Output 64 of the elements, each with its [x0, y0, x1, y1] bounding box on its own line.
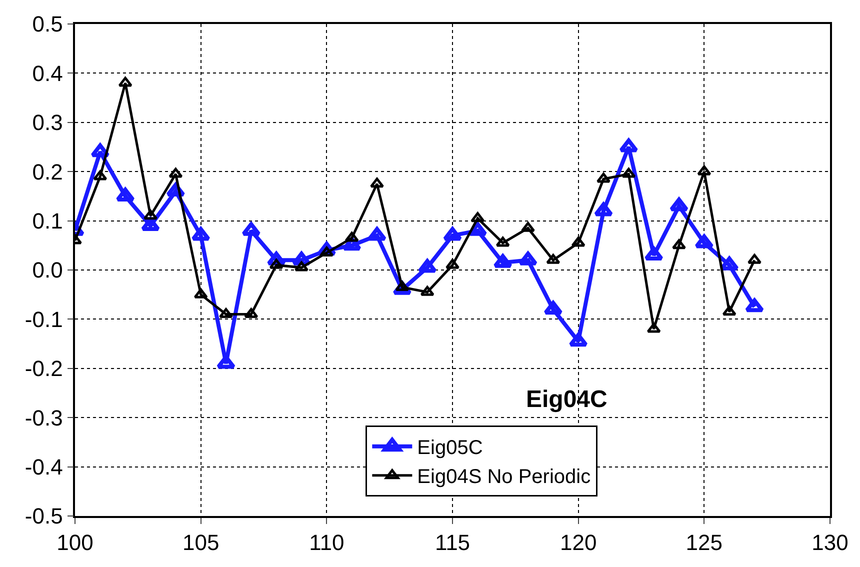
- point: [672, 239, 686, 250]
- point: [442, 227, 462, 241]
- x-tick-label: 125: [686, 530, 723, 556]
- x-tick-label: 120: [560, 530, 597, 556]
- point: [194, 288, 208, 298]
- point: [445, 258, 460, 269]
- point: [493, 254, 512, 268]
- y-tick-label: 0.0: [32, 258, 63, 283]
- point: [744, 298, 764, 312]
- point: [568, 332, 588, 347]
- point: [619, 138, 638, 152]
- y-tick-label: -0.4: [24, 454, 63, 480]
- point: [242, 222, 261, 236]
- point: [294, 261, 309, 272]
- y-tick-label: 0.1: [32, 208, 63, 234]
- x-tick-label: 115: [434, 530, 470, 556]
- point: [622, 168, 636, 178]
- y-tick-label: -0.3: [24, 405, 63, 430]
- x-tick-label: 110: [309, 530, 344, 556]
- point: [694, 234, 714, 248]
- point: [544, 300, 563, 315]
- point: [722, 306, 736, 316]
- point: [168, 168, 183, 178]
- point: [470, 212, 485, 222]
- legend-label: Eig04S No Periodic: [417, 466, 591, 488]
- point: [191, 227, 210, 241]
- point: [344, 232, 359, 242]
- y-tick-label: 0.2: [32, 159, 63, 184]
- point: [747, 254, 762, 264]
- point: [596, 172, 611, 183]
- point: [370, 178, 384, 188]
- point: [418, 259, 437, 273]
- y-tick-label: -0.5: [24, 504, 63, 529]
- point: [468, 222, 488, 236]
- point: [644, 246, 664, 260]
- point: [571, 236, 586, 247]
- point: [143, 210, 158, 220]
- point: [697, 165, 712, 176]
- point: [218, 308, 234, 318]
- point: [518, 252, 538, 266]
- y-tick-label: 0.5: [32, 12, 63, 37]
- point: [420, 286, 434, 296]
- point: [244, 308, 258, 318]
- x-tick-label: 105: [182, 530, 220, 556]
- point: [116, 188, 135, 202]
- point: [520, 222, 536, 232]
- point: [720, 256, 739, 270]
- point: [669, 198, 689, 212]
- y-tick-label: 0.4: [32, 60, 63, 86]
- point: [594, 202, 614, 216]
- y-tick-label: -0.1: [24, 306, 63, 332]
- point: [140, 217, 160, 231]
- y-tick-label: 0.3: [32, 110, 63, 136]
- point: [93, 170, 108, 180]
- point: [546, 254, 560, 264]
- point: [118, 76, 132, 87]
- legend-label: Eig05C: [417, 437, 483, 460]
- point: [496, 236, 510, 247]
- x-tick-label: 130: [812, 530, 848, 556]
- annotation: Eig04C: [526, 386, 608, 413]
- point: [367, 227, 387, 241]
- point: [646, 322, 661, 333]
- y-tick-label: -0.2: [24, 356, 63, 382]
- x-tick-label: 100: [56, 530, 94, 556]
